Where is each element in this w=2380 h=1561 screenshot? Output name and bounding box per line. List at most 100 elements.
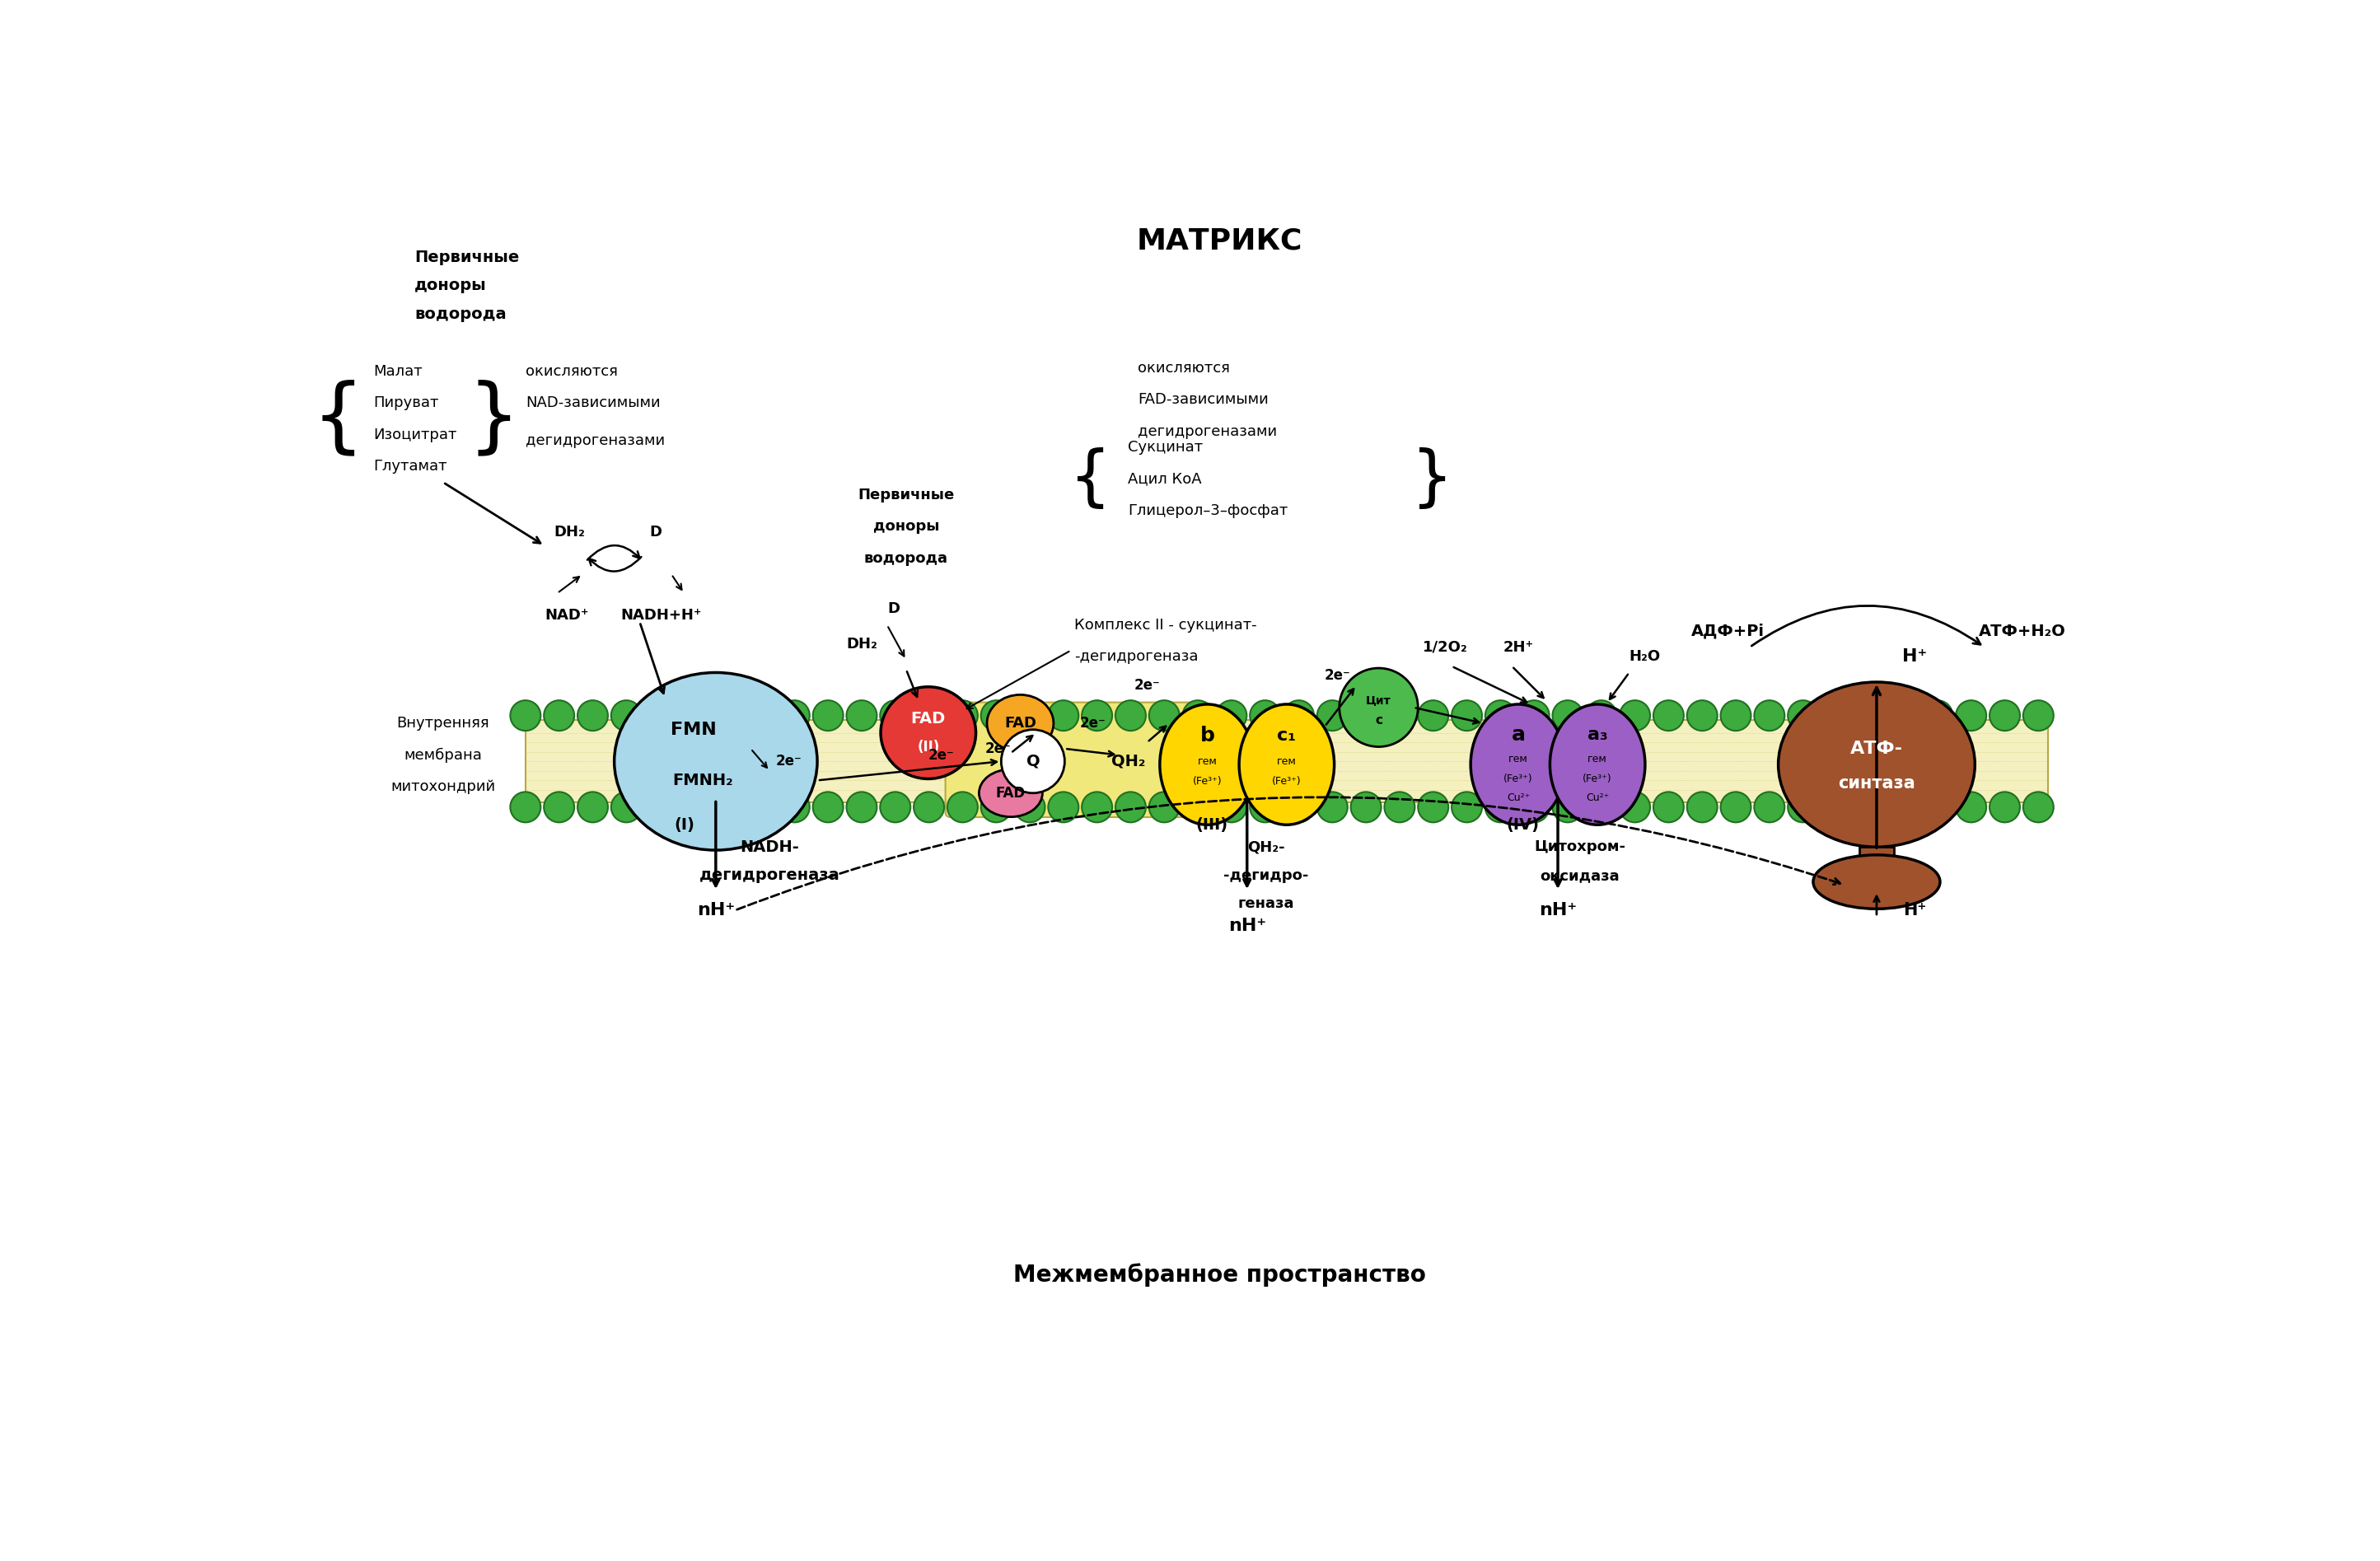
Text: b: b: [1200, 726, 1214, 746]
Text: гем: гем: [1587, 754, 1607, 765]
Circle shape: [914, 791, 945, 823]
Circle shape: [1183, 791, 1214, 823]
Text: Комплекс II - сукцинат-: Комплекс II - сукцинат-: [1073, 618, 1257, 632]
Ellipse shape: [1814, 855, 1940, 909]
Circle shape: [1585, 701, 1616, 731]
Ellipse shape: [1471, 704, 1566, 824]
Circle shape: [1352, 791, 1380, 823]
Circle shape: [1083, 701, 1111, 731]
Text: митохондрий: митохондрий: [390, 779, 495, 795]
Text: водорода: водорода: [414, 306, 507, 322]
Circle shape: [1518, 791, 1549, 823]
Text: АТФ+H₂O: АТФ+H₂O: [1978, 623, 2066, 638]
Circle shape: [778, 791, 809, 823]
Text: (II): (II): [916, 740, 940, 754]
Text: Сукцинат: Сукцинат: [1128, 440, 1204, 454]
Circle shape: [1621, 791, 1649, 823]
Text: 2e⁻: 2e⁻: [1323, 668, 1349, 684]
Text: -дегидро-: -дегидро-: [1223, 868, 1309, 884]
Circle shape: [1216, 701, 1247, 731]
Text: Цитохром-: Цитохром-: [1535, 840, 1626, 854]
Circle shape: [981, 791, 1012, 823]
FancyBboxPatch shape: [945, 702, 1209, 816]
Text: гем: гем: [1509, 754, 1528, 765]
Text: 2e⁻: 2e⁻: [985, 741, 1012, 756]
Circle shape: [1787, 701, 1818, 731]
Text: дегидрогеназа: дегидрогеназа: [700, 868, 840, 884]
Circle shape: [712, 701, 743, 731]
Circle shape: [1721, 791, 1752, 823]
Circle shape: [1923, 791, 1952, 823]
Circle shape: [745, 791, 776, 823]
Ellipse shape: [1549, 704, 1645, 824]
Text: FAD: FAD: [912, 710, 945, 727]
Circle shape: [1340, 668, 1418, 746]
Circle shape: [578, 791, 607, 823]
Text: АТФ-: АТФ-: [1849, 740, 1904, 757]
Circle shape: [1721, 701, 1752, 731]
Circle shape: [1014, 791, 1045, 823]
Circle shape: [1956, 701, 1987, 731]
Circle shape: [1014, 701, 1045, 731]
Circle shape: [1754, 701, 1785, 731]
Circle shape: [678, 791, 709, 823]
Circle shape: [1283, 701, 1314, 731]
Circle shape: [1083, 791, 1111, 823]
Circle shape: [1283, 791, 1314, 823]
Text: (IV): (IV): [1507, 816, 1540, 832]
Circle shape: [1250, 701, 1280, 731]
Text: 2e⁻: 2e⁻: [1133, 677, 1159, 693]
Circle shape: [1854, 791, 1885, 823]
Text: FAD: FAD: [995, 785, 1026, 801]
Circle shape: [881, 701, 912, 731]
Circle shape: [645, 701, 676, 731]
Text: nH⁺: nH⁺: [1540, 902, 1578, 918]
Text: окисляются: окисляются: [1138, 361, 1230, 376]
Text: D: D: [888, 601, 900, 617]
Circle shape: [578, 701, 607, 731]
Text: доноры: доноры: [414, 278, 488, 293]
Text: Q: Q: [1026, 754, 1040, 770]
Circle shape: [2023, 791, 2054, 823]
Text: Глутамат: Глутамат: [374, 459, 447, 475]
Text: Цит: Цит: [1366, 695, 1392, 706]
Text: синтаза: синтаза: [1837, 776, 1916, 791]
Circle shape: [1216, 791, 1247, 823]
Circle shape: [612, 701, 643, 731]
Text: FMNH₂: FMNH₂: [674, 773, 733, 788]
Text: FMN: FMN: [671, 721, 716, 738]
Text: окисляются: окисляются: [526, 364, 619, 379]
Circle shape: [1518, 701, 1549, 731]
Text: H₂O: H₂O: [1630, 649, 1661, 663]
Circle shape: [545, 791, 574, 823]
Text: мембрана: мембрана: [405, 748, 483, 762]
Text: Первичные: Первичные: [857, 487, 954, 503]
Circle shape: [1316, 791, 1347, 823]
Circle shape: [1654, 791, 1683, 823]
Circle shape: [745, 701, 776, 731]
Circle shape: [847, 791, 876, 823]
Text: c: c: [1376, 713, 1383, 726]
Circle shape: [509, 701, 540, 731]
Text: Cu²⁺: Cu²⁺: [1585, 791, 1609, 802]
Text: гем: гем: [1197, 756, 1216, 766]
Circle shape: [1890, 791, 1918, 823]
Ellipse shape: [978, 770, 1042, 816]
Ellipse shape: [988, 695, 1054, 752]
Circle shape: [1385, 791, 1414, 823]
Text: Пируват: Пируват: [374, 395, 438, 411]
Bar: [1859, 848, 1894, 876]
Text: a₃: a₃: [1587, 726, 1609, 743]
Circle shape: [1150, 701, 1180, 731]
Text: (Fe³⁺): (Fe³⁺): [1271, 776, 1302, 787]
Text: Ацил КоА: Ацил КоА: [1128, 471, 1202, 487]
Circle shape: [1002, 729, 1064, 793]
Text: 2e⁻: 2e⁻: [776, 754, 802, 768]
Circle shape: [1654, 701, 1683, 731]
Text: nH⁺: nH⁺: [697, 902, 735, 918]
Text: QH₂-: QH₂-: [1247, 840, 1285, 854]
Circle shape: [1990, 701, 2021, 731]
Circle shape: [981, 701, 1012, 731]
Text: Межмембранное пространство: Межмембранное пространство: [1014, 1263, 1426, 1286]
Circle shape: [1150, 791, 1180, 823]
